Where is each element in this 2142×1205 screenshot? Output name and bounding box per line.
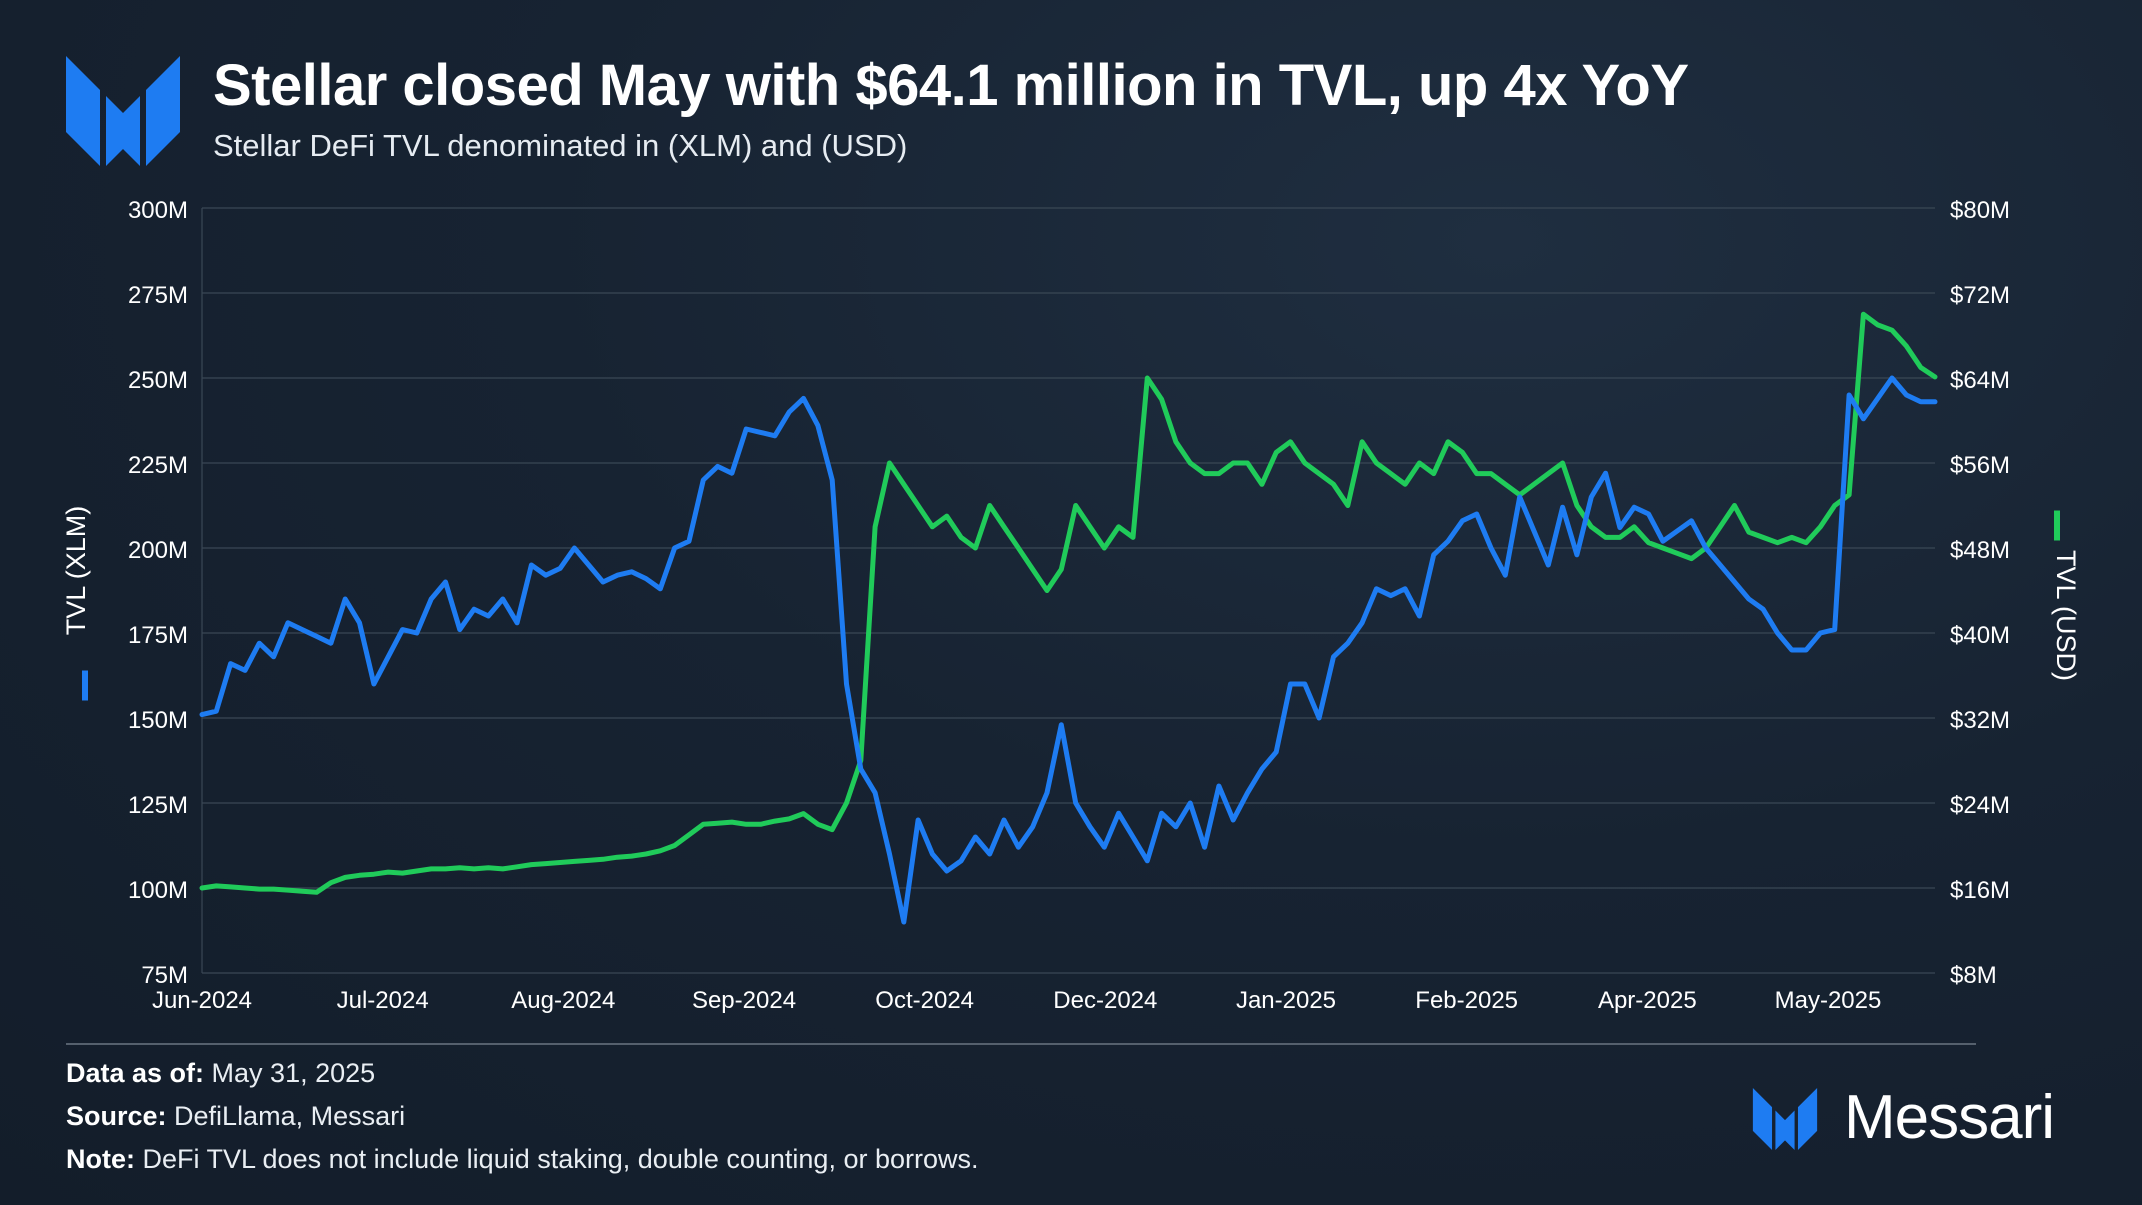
y-left-tick-label: 225M xyxy=(128,452,188,479)
y-right-tick-label: $80M xyxy=(1950,197,2010,224)
data-date-label: Data as of: xyxy=(66,1058,205,1088)
y-left-tick-label: 75M xyxy=(141,962,188,989)
tvl-line-chart: 300M $80M 275M $72M 250M $64M 225M $56M 200M $48M… xyxy=(61,197,2081,1014)
x-tick-label: May-2025 xyxy=(1775,987,1882,1014)
y-left-tick-label: 200M xyxy=(128,537,188,564)
data-source-label: Source: xyxy=(66,1101,167,1131)
x-tick-label: Sep-2024 xyxy=(692,987,796,1014)
x-tick-label: Feb-2025 xyxy=(1415,987,1518,1014)
y-right-tick-label: $32M xyxy=(1950,707,2010,734)
y-left-tick-label: 250M xyxy=(128,367,188,394)
y-right-tick-label: $48M xyxy=(1950,537,2010,564)
y-left-tick-label: 100M xyxy=(128,877,188,904)
data-source-value: DefiLlama, Messari xyxy=(166,1101,406,1131)
y-right-tick-label: $8M xyxy=(1950,962,1997,989)
y-left-tick-label: 300M xyxy=(128,197,188,224)
data-date-value: May 31, 2025 xyxy=(204,1058,376,1088)
messari-logo-icon xyxy=(66,56,180,166)
data-source: Source: DefiLlama, Messari xyxy=(66,1101,405,1132)
y-left-tick-label: 125M xyxy=(128,792,188,819)
y-right-tick-label: $72M xyxy=(1950,282,2010,309)
chart-title: Stellar closed May with $64.1 million in… xyxy=(213,53,1689,118)
data-note: Note: DeFi TVL does not include liquid s… xyxy=(66,1144,979,1175)
data-date: Data as of: May 31, 2025 xyxy=(66,1058,375,1089)
y-right-tick-label: $24M xyxy=(1950,792,2010,819)
data-note-value: DeFi TVL does not include liquid staking… xyxy=(135,1144,979,1174)
x-tick-label: Jul-2024 xyxy=(337,987,429,1014)
x-tick-label: Jun-2024 xyxy=(152,987,252,1014)
y-left-axis-label: TVL (XLM) xyxy=(61,506,91,636)
xlm-tvl-line xyxy=(199,375,1938,925)
messari-brand: Messari xyxy=(1752,1083,2055,1152)
y-right-tick-label: $64M xyxy=(1950,367,2010,394)
y-right-tick-label: $16M xyxy=(1950,877,2010,904)
data-note-label: Note: xyxy=(66,1144,135,1174)
x-tick-label: Apr-2025 xyxy=(1598,987,1697,1014)
messari-brand-icon xyxy=(1752,1088,1818,1150)
y-left-tick-label: 175M xyxy=(128,622,188,649)
y-right-tick-label: $40M xyxy=(1950,622,2010,649)
y-left-tick-label: 150M xyxy=(128,707,188,734)
usd-tvl-line xyxy=(199,311,1938,895)
y-right-tick-label: $56M xyxy=(1950,452,2010,479)
messari-wordmark: Messari xyxy=(1844,1083,2055,1152)
y-left-tick-label: 275M xyxy=(128,282,188,309)
x-tick-label: Aug-2024 xyxy=(511,987,615,1014)
x-tick-label: Oct-2024 xyxy=(875,987,974,1014)
x-tick-label: Dec-2024 xyxy=(1053,987,1157,1014)
chart-subtitle: Stellar DeFi TVL denominated in (XLM) an… xyxy=(213,128,908,163)
x-tick-label: Jan-2025 xyxy=(1236,987,1336,1014)
footer-divider xyxy=(66,1043,1976,1045)
y-right-axis-label: TVL (USD) xyxy=(2051,550,2081,681)
